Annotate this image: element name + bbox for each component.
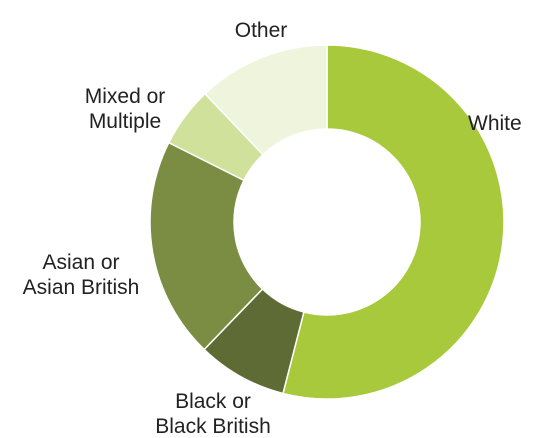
slice-labels: White Black or Black British Asian or Asian … bbox=[23, 19, 522, 438]
label-white: White bbox=[468, 112, 522, 135]
donut-slices bbox=[149, 44, 505, 400]
label-other: Other bbox=[235, 19, 288, 42]
slice-asian-or-asian-british bbox=[149, 141, 264, 351]
label-black-or-black-british: Black or Black British bbox=[155, 390, 271, 438]
slice-other bbox=[203, 44, 328, 156]
slice-white bbox=[282, 44, 505, 400]
label-asian-or-asian-british: Asian or Asian British bbox=[23, 251, 140, 299]
label-mixed-or-multiple: Mixed or Multiple bbox=[85, 85, 166, 133]
